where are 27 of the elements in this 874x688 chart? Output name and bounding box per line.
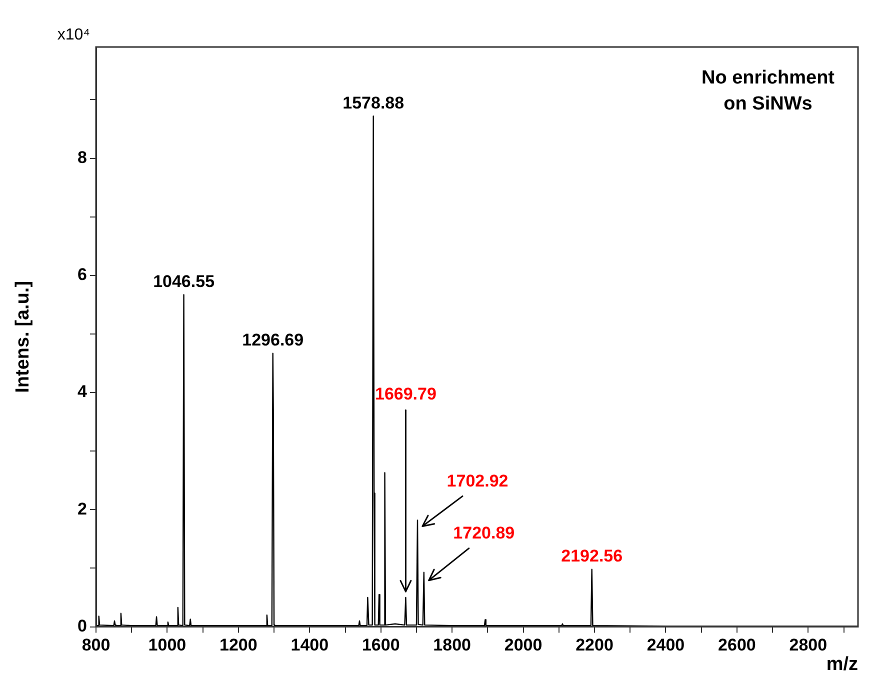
x-tick-label: 1400 bbox=[290, 636, 329, 655]
text: x10⁴ bbox=[57, 26, 90, 44]
x-tick-label: 1000 bbox=[148, 636, 186, 655]
y-tick-label: 2 bbox=[78, 499, 87, 518]
x-tick-label: 1200 bbox=[220, 636, 258, 655]
x-tick-label: 2600 bbox=[718, 636, 756, 655]
annotation: 1702.92 bbox=[446, 471, 508, 490]
annotation: 1296.69 bbox=[242, 330, 304, 350]
x-tick-label: 2200 bbox=[576, 636, 614, 655]
annotation: 1720.89 bbox=[453, 524, 515, 543]
x-tick-label: 2800 bbox=[789, 636, 828, 655]
x-tick-label: 2000 bbox=[504, 636, 542, 655]
y-tick-label: 6 bbox=[78, 265, 87, 284]
annotation: 1669.79 bbox=[374, 384, 436, 404]
annotation: No enrichment on SiNWs bbox=[701, 68, 836, 115]
annotation: 1578.88 bbox=[342, 93, 404, 112]
y-axis-title: Intens. [a.u.] bbox=[12, 280, 34, 393]
x-tick-label: 800 bbox=[82, 636, 110, 655]
y-tick-label: 0 bbox=[78, 616, 87, 636]
annotation: 2192.56 bbox=[561, 546, 623, 566]
y-tick-label: 4 bbox=[78, 382, 88, 402]
x-tick-label: 2400 bbox=[646, 636, 685, 655]
x-tick-label: 1600 bbox=[362, 636, 400, 655]
y-tick-label: 8 bbox=[78, 148, 87, 167]
annotation: 1046.55 bbox=[153, 272, 215, 291]
x-tick-label: 1800 bbox=[433, 636, 471, 655]
x-axis-title: m/z bbox=[826, 654, 858, 675]
